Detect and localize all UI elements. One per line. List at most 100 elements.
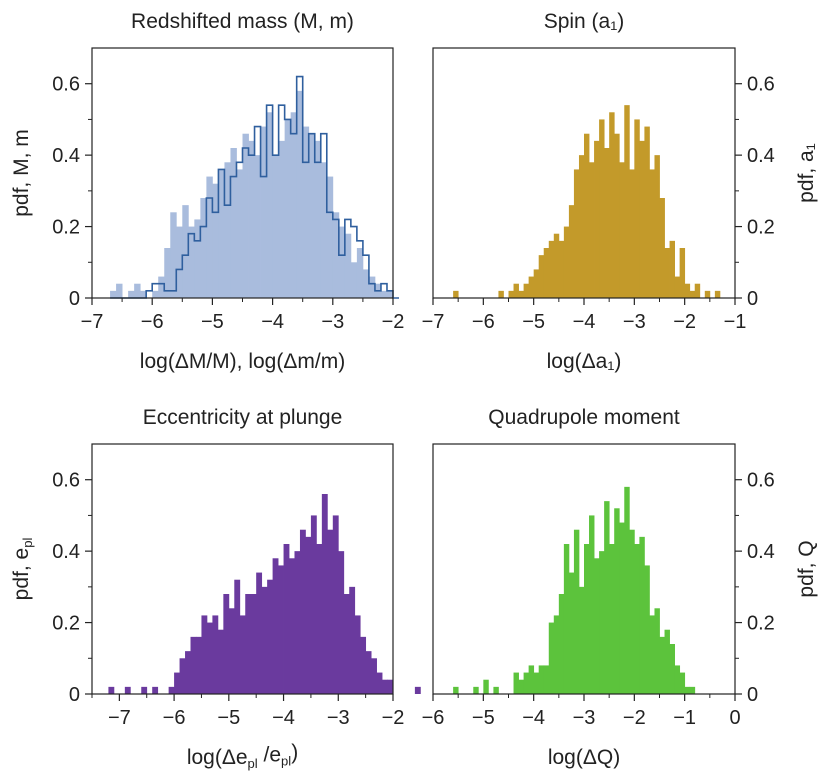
- quad-bar-6: [483, 679, 489, 694]
- ecc-bar-23: [234, 579, 241, 694]
- ecc-bar-43: [343, 594, 350, 694]
- quad-xtick-label-6: 0: [729, 707, 740, 729]
- spin-bar-19: [533, 269, 540, 298]
- ecc-bar-56: [414, 686, 421, 694]
- ecc-bar-29: [267, 579, 273, 694]
- ecc-bar-51: [387, 679, 394, 694]
- ecc-xtick-label-4: −3: [327, 707, 350, 729]
- ecc-bar-18: [206, 622, 213, 694]
- spin-bar-15: [513, 283, 519, 298]
- mass-xtick-label-2: −5: [201, 311, 224, 333]
- mass-bar-5: [140, 290, 147, 298]
- spin-bar-45: [664, 248, 670, 298]
- spin-title: Spin (a₁): [544, 10, 625, 33]
- ecc-bar-47: [365, 651, 372, 694]
- spin-bar-47: [674, 276, 681, 298]
- mass-xtick-label-3: −4: [261, 311, 284, 333]
- mass-bar-4: [134, 283, 141, 298]
- quad-bar-4: [473, 686, 479, 694]
- quad-bar-32: [614, 508, 620, 694]
- ecc-bar-17: [201, 615, 208, 694]
- quad-bar-28: [594, 558, 600, 694]
- mass-bar-0: [110, 290, 117, 298]
- mass-bar-26: [266, 112, 273, 298]
- ecc-bar-22: [228, 608, 235, 694]
- spin-bar-24: [558, 240, 565, 298]
- mass-bar-19: [224, 162, 231, 298]
- mass-bar-15: [200, 198, 207, 298]
- ecc-bar-31: [278, 565, 284, 694]
- spin-ylabel: pdf, a₁: [795, 143, 818, 203]
- spin-bar-53: [704, 290, 711, 298]
- ecc-bar-3: [124, 686, 131, 694]
- mass-bar-8: [158, 276, 165, 298]
- quad-bar-42: [664, 629, 670, 694]
- quad-bar-46: [684, 686, 691, 694]
- mass-bar-30: [290, 112, 298, 298]
- quad-bar-41: [659, 636, 665, 694]
- mass-bar-34: [314, 140, 322, 298]
- spin-bar-23: [553, 233, 560, 298]
- quad-bar-43: [669, 644, 675, 694]
- mass-ytick-label-2: 0.4: [52, 145, 80, 167]
- spin-bar-29: [584, 133, 590, 298]
- ecc-bar-24: [239, 615, 246, 694]
- quad-title: Quadrupole moment: [488, 406, 680, 429]
- spin-bar-50: [689, 290, 696, 298]
- quad-bar-13: [518, 679, 524, 694]
- mass-bar-43: [368, 276, 376, 298]
- quad-bar-19: [548, 622, 555, 694]
- ecc-bar-26: [250, 594, 257, 694]
- ecc-bar-36: [305, 536, 312, 694]
- ecc-ylabel: pdf, epl: [10, 538, 35, 601]
- ecc-frame: [91, 443, 394, 695]
- mass-bar-28: [278, 140, 286, 298]
- ecc-bar-19: [212, 615, 219, 694]
- mass-xtick-label-5: −2: [382, 311, 405, 333]
- ecc-bar-45: [354, 615, 361, 694]
- spin-bar-26: [568, 205, 575, 298]
- quad-bar-36: [634, 544, 640, 694]
- mass-ytick-label-0: 0: [69, 288, 80, 310]
- quad-bar-30: [604, 501, 610, 694]
- quad-xtick-label-2: −4: [522, 707, 545, 729]
- quad-bar-18: [543, 665, 550, 694]
- ecc-bar-21: [223, 594, 230, 694]
- ecc-bar-46: [360, 636, 367, 694]
- spin-xtick-label-3: −4: [573, 311, 596, 333]
- mass-bar-22: [242, 133, 249, 298]
- mass-xtick-label-4: −3: [321, 311, 344, 333]
- mass-bar-41: [356, 248, 364, 298]
- ecc-xtick-label-3: −4: [272, 707, 295, 729]
- mass-xtick-label-1: −6: [141, 311, 164, 333]
- spin-xtick-label-5: −2: [673, 311, 696, 333]
- mass-bar-46: [386, 290, 394, 298]
- quad-bar-20: [553, 615, 560, 694]
- quad-bar-0: [453, 686, 459, 694]
- quad-bar-24: [573, 529, 580, 694]
- spin-bar-40: [639, 140, 645, 298]
- quad-bar-8: [493, 686, 499, 694]
- quad-xtick-label-5: −1: [673, 707, 696, 729]
- ecc-bar-16: [195, 636, 202, 694]
- spin-panel: −7 −6 −5 −4 −3 −2 −10 0.2 0.4 0.6 Spin (a₁) log(Δa₁…: [422, 10, 818, 373]
- spin-bar-55: [714, 290, 721, 298]
- ecc-bar-35: [299, 529, 306, 694]
- mass-bar-14: [194, 219, 201, 298]
- spin-bar-42: [649, 169, 655, 298]
- quad-bar-16: [533, 672, 540, 694]
- quad-bar-29: [599, 551, 605, 694]
- mass-bar-17: [212, 183, 219, 298]
- ecc-xlabel: log(Δepl /epl): [187, 741, 298, 771]
- quad-bar-35: [629, 529, 635, 694]
- ecc-xtick-label-5: −2: [382, 707, 405, 729]
- spin-bar-34: [609, 112, 615, 298]
- spin-bar-12: [498, 290, 504, 298]
- quad-xtick-label-1: −5: [472, 707, 495, 729]
- mass-bar-24: [254, 155, 261, 298]
- spin-bar-49: [684, 283, 691, 298]
- quad-bar-40: [654, 608, 660, 694]
- spin-bar-39: [634, 119, 640, 299]
- ecc-ytick-label-2: 0.4: [52, 541, 80, 563]
- ecc-bar-32: [283, 544, 290, 694]
